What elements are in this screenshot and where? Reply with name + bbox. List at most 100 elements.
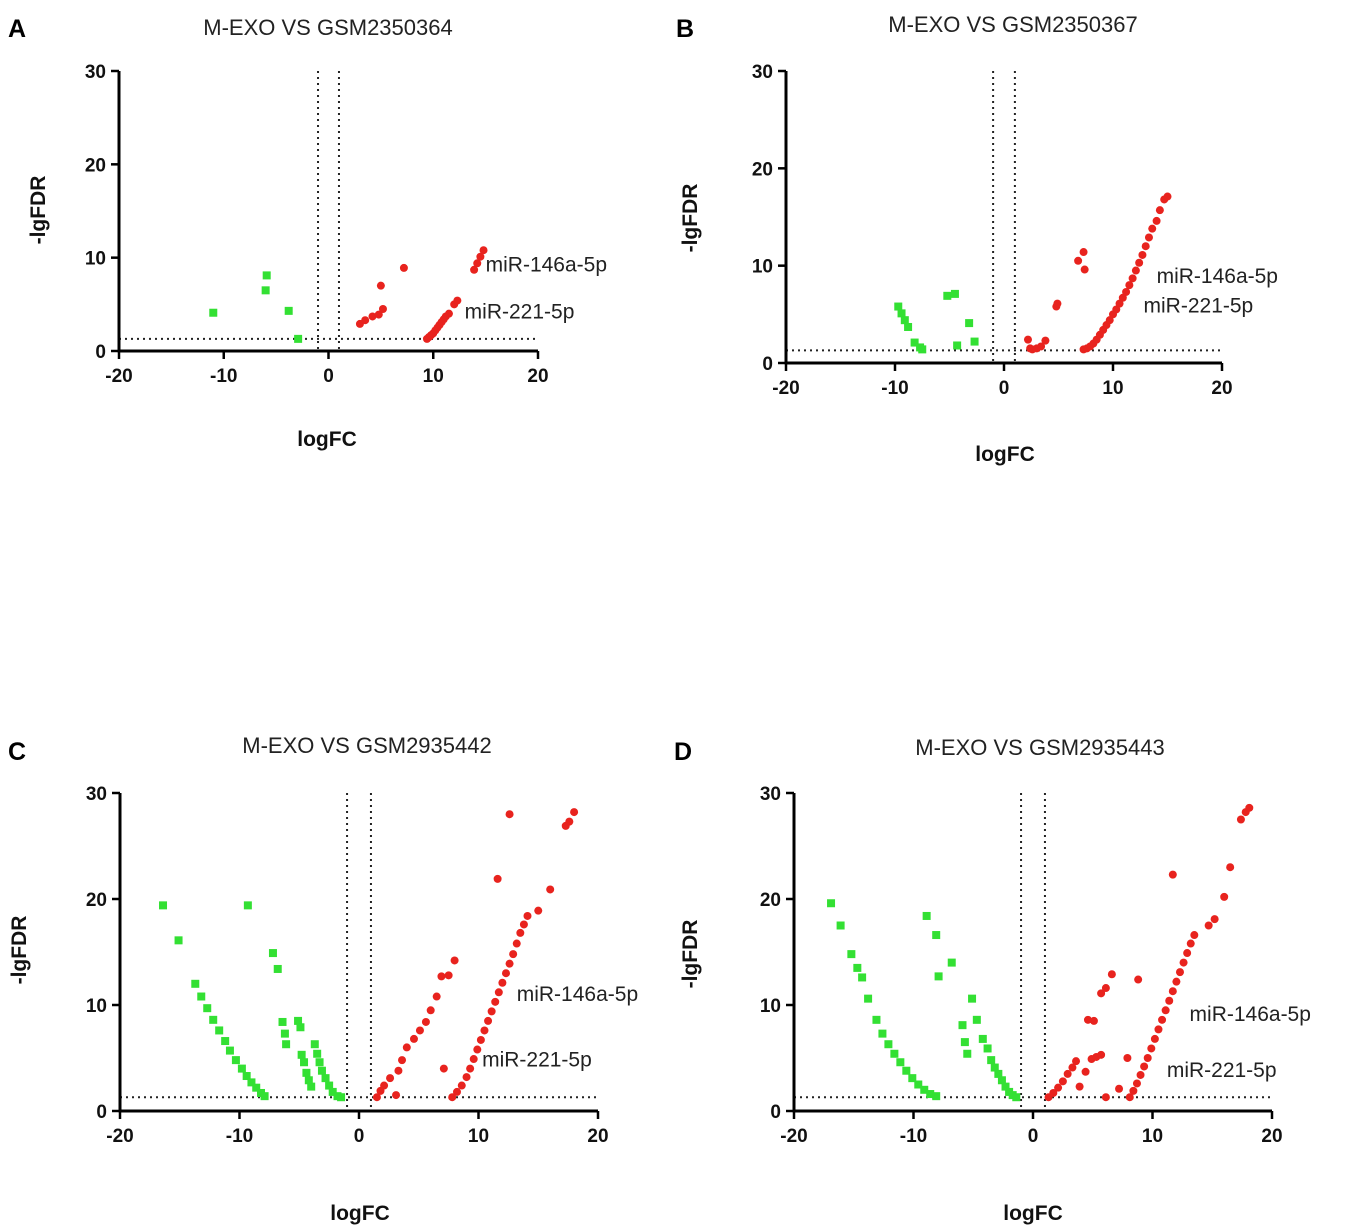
panel-d-point-up-33	[1172, 977, 1181, 986]
panel-c-point-up-11	[426, 1006, 435, 1015]
panel-d-point-up-37	[1186, 939, 1195, 948]
panel-c-point-down-19	[278, 1017, 287, 1026]
panel-d-point-down-7	[878, 1029, 887, 1038]
panel-d-point-down-11	[902, 1066, 911, 1075]
panel-c-point-up-34	[512, 939, 521, 948]
panel-c-point-up-0	[372, 1093, 381, 1102]
panel-b-point-up-5	[1041, 336, 1050, 345]
panel-d-point-down-24	[968, 994, 977, 1003]
panel-b-point-up-34	[1155, 206, 1164, 215]
panel-b: B M-EXO VS GSM2350367 logFC -lgFDR -20 -1…	[670, 0, 1350, 480]
panel-d-point-up-1	[1049, 1088, 1058, 1097]
panel-c-y-tick-label: 20	[86, 890, 107, 911]
panel-b-x-tick-label: 0	[999, 378, 1010, 399]
panel-d-point-up-13	[1089, 1016, 1098, 1025]
panel-c-point-up-7	[402, 1043, 411, 1052]
panel-b-point-down-4	[910, 338, 919, 347]
panel-d-point-down-8	[884, 1040, 893, 1049]
panel-d-point-down-22	[960, 1038, 969, 1047]
panel-d-point-down-31	[997, 1076, 1006, 1085]
panel-d-point-up-15	[1101, 984, 1110, 993]
panel-b-point-down-10	[965, 319, 974, 328]
panel-c-point-up-33	[509, 950, 518, 959]
panel-b-point-up-24	[1122, 287, 1131, 296]
panel-c-x-tick-label: -10	[226, 1126, 253, 1147]
panel-d-point-up-35	[1179, 958, 1188, 967]
panel-b-point-up-22	[1115, 299, 1124, 308]
panel-d-svg: D M-EXO VS GSM2935443 logFC -lgFDR -20 -1…	[674, 735, 1311, 1225]
panel-d-point-up-19	[1123, 1054, 1132, 1062]
panel-c-point-down-18	[273, 964, 282, 973]
panel-d-point-up-26	[1147, 1044, 1156, 1053]
panel-a-y-tick-label: 30	[85, 62, 106, 83]
panel-a-x-tick-label: -20	[105, 366, 132, 387]
panel-d-point-down-4	[858, 973, 867, 982]
panel-c-point-down-35	[328, 1087, 337, 1096]
panel-b-point-up-36	[1163, 192, 1172, 201]
panel-d-point-up-31	[1165, 996, 1174, 1005]
panel-c-point-up-39	[505, 810, 514, 819]
panel-c-point-down-30	[313, 1049, 322, 1058]
panel-c-point-down-21	[282, 1040, 291, 1049]
panel-c-point-up-4	[392, 1091, 401, 1100]
panel-b-point-up-27	[1131, 266, 1140, 275]
panel-c-ylabel: -lgFDR	[8, 916, 31, 985]
panel-c-point-up-22	[469, 1055, 478, 1064]
panel-c-x-tick-label: 0	[354, 1126, 365, 1147]
panel-d-point-down-28	[987, 1056, 996, 1065]
panel-c-point-up-6	[398, 1056, 407, 1065]
panel-d-point-up-17	[1101, 1093, 1110, 1102]
panel-d-point-up-28	[1154, 1025, 1163, 1034]
panel-a-point-down-1	[262, 271, 271, 280]
panel-b-point-up-7	[1053, 299, 1062, 308]
panel-b-x-tick-label: -20	[772, 378, 799, 399]
panel-d-point-down-1	[836, 921, 845, 930]
panel-c-title: M-EXO VS GSM2935442	[242, 733, 491, 758]
panel-d-point-down-20	[934, 972, 943, 981]
panel-b-annotation-0: miR-146a-5p	[1157, 265, 1278, 288]
panel-d-y-tick-label: 10	[760, 996, 781, 1017]
panel-b-point-up-4	[1037, 342, 1046, 351]
panel-d-point-down-19	[947, 958, 956, 967]
panel-d-point-up-47	[1245, 803, 1254, 812]
panel-c-point-down-5	[209, 1015, 218, 1024]
panel-d-point-down-12	[908, 1074, 917, 1083]
panel-b-point-down-1	[897, 309, 906, 318]
panel-a-point-up-1	[361, 316, 370, 325]
panel-c-point-up-30	[498, 978, 507, 987]
panel-d-point-down-32	[1001, 1082, 1010, 1091]
panel-d-point-up-4	[1063, 1069, 1072, 1078]
panel-c-point-down-29	[310, 1040, 319, 1049]
panel-d-point-up-6	[1072, 1057, 1081, 1066]
panel-d-point-down-23	[963, 1049, 972, 1058]
panel-c-point-up-10	[421, 1017, 430, 1026]
panel-d-point-up-44	[1226, 863, 1235, 872]
panel-c-point-down-32	[317, 1066, 326, 1075]
panel-c-xlabel: logFC	[330, 1202, 389, 1225]
panel-c-point-up-44	[570, 808, 579, 817]
panel-b-plot: -20 -10 0 10 20 0 10 20 30 miR-146a-5p miR-221-5p	[752, 62, 1278, 399]
panel-d-xlabel: logFC	[1003, 1202, 1062, 1225]
panel-d-x-tick-label: 20	[1261, 1126, 1282, 1147]
panel-c-point-down-26	[302, 1068, 311, 1077]
panel-d-y-tick-label: 0	[770, 1102, 781, 1123]
panel-c-point-up-3	[386, 1074, 395, 1083]
panel-d-point-up-22	[1132, 1079, 1141, 1088]
panel-c-point-down-23	[296, 1023, 305, 1032]
panel-c-point-up-9	[415, 1026, 424, 1035]
panel-b-point-up-9	[1079, 248, 1088, 257]
panel-a-point-down-3	[284, 306, 293, 315]
panel-b-y-tick-label: 30	[752, 62, 773, 83]
panel-c-point-up-40	[534, 906, 543, 915]
panel-d-point-down-17	[922, 911, 931, 920]
panel-c-point-down-27	[304, 1076, 313, 1085]
panel-d-point-up-38	[1190, 931, 1199, 940]
panel-a-point-up-23	[479, 246, 488, 255]
panel-d-x-tick-label: 10	[1142, 1126, 1163, 1147]
panel-a-point-up-3	[374, 310, 383, 319]
panel-b-ylabel: -lgFDR	[679, 184, 702, 253]
panel-d-point-down-16	[932, 1092, 941, 1101]
panel-d-point-up-21	[1129, 1086, 1138, 1095]
panel-d-point-up-2	[1054, 1083, 1063, 1092]
panel-c-point-up-35	[516, 928, 525, 937]
